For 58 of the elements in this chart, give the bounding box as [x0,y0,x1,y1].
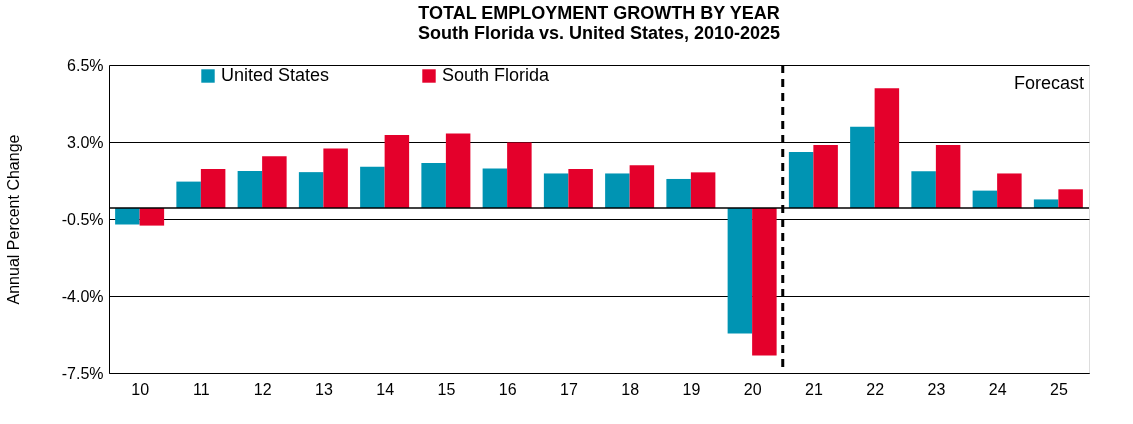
bar [972,190,998,208]
bar [421,163,446,208]
y-tick-label: 6.5% [67,56,104,74]
bar [874,88,900,208]
x-tick-label: 20 [743,380,762,398]
bar [911,171,936,208]
bar [176,181,201,208]
x-tick-label: 19 [682,380,701,398]
bar [727,208,753,334]
bar [690,172,716,208]
y-tick-label: -7.5% [61,364,104,382]
x-tick-label: 25 [1049,380,1068,398]
x-tick-label: 23 [927,380,946,398]
bar [262,156,287,208]
bar [115,208,140,225]
bar [813,145,838,208]
x-tick-label: 12 [253,380,272,398]
bar [298,172,324,208]
y-axis-title: Annual Percent Change [4,134,22,305]
x-tick-label: 18 [621,380,640,398]
x-tick-label: 22 [866,380,885,398]
legend-label: South Florida [442,65,551,85]
bar [237,171,263,208]
chart-title: TOTAL EMPLOYMENT GROWTH BY YEAR [418,3,780,23]
bar [568,169,593,208]
bar [482,168,508,208]
bar [200,169,226,208]
x-tick-label: 15 [437,380,456,398]
bar [323,148,348,208]
bar [139,208,165,226]
annotation: Forecast [1013,73,1084,93]
x-tick-label: 10 [131,380,150,398]
x-tick-label: 21 [804,380,823,398]
bar [666,178,691,208]
legend-label: United States [221,65,330,85]
y-tick-label: 3.0% [67,133,104,151]
bar [507,142,532,208]
y-tick-label: -4.0% [61,287,104,305]
chart-subtitle: South Florida vs. United States, 2010-2025 [417,23,781,43]
bar [543,173,569,208]
x-tick-label: 11 [193,380,210,398]
x-tick-label: 13 [314,380,333,398]
bar [384,134,410,208]
bar [360,166,385,208]
bar [605,173,630,208]
bar [788,151,814,208]
bar [1058,189,1083,208]
bar [445,133,471,208]
bar [629,165,655,208]
bar [850,126,875,208]
x-tick-label: 14 [376,380,395,398]
x-tick-label: 24 [988,380,1007,398]
bar [752,208,777,356]
x-tick-label: 17 [559,380,578,398]
y-tick-label: -0.5% [61,210,104,228]
x-tick-label: 16 [498,380,517,398]
bar [935,145,961,208]
bar [997,173,1022,208]
